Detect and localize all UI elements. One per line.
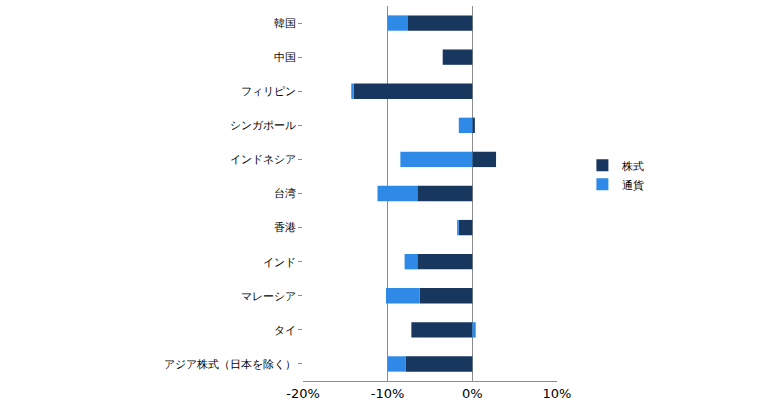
svg-text:フィリピン: フィリピン xyxy=(241,85,296,98)
svg-text:マレーシア: マレーシア xyxy=(241,290,296,303)
svg-text:-20%: -20% xyxy=(286,386,320,401)
svg-text:韓国: 韓国 xyxy=(274,17,296,30)
svg-text:0%: 0% xyxy=(462,386,483,401)
svg-text:シンガポール: シンガポール xyxy=(230,119,296,132)
svg-text:通貨: 通貨 xyxy=(622,179,644,192)
svg-text:中国: 中国 xyxy=(274,51,296,64)
svg-text:タイ: タイ xyxy=(274,324,296,337)
svg-text:台湾: 台湾 xyxy=(274,187,296,200)
svg-text:株式: 株式 xyxy=(621,160,644,173)
svg-text:香港: 香港 xyxy=(274,221,296,234)
svg-text:10%: 10% xyxy=(543,386,572,401)
svg-text:-10%: -10% xyxy=(371,386,405,401)
svg-text:インドネシア: インドネシア xyxy=(230,153,296,166)
svg-text:インド: インド xyxy=(263,256,296,269)
svg-text:アジア株式（日本を除く）: アジア株式（日本を除く） xyxy=(164,358,296,371)
